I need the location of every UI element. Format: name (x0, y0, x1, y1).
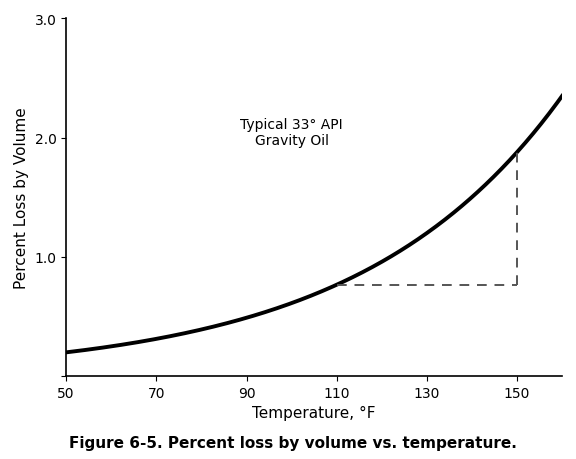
Text: Figure 6-5. Percent loss by volume vs. temperature.: Figure 6-5. Percent loss by volume vs. t… (69, 435, 517, 450)
X-axis label: Temperature, °F: Temperature, °F (252, 406, 376, 420)
Y-axis label: Percent Loss by Volume: Percent Loss by Volume (14, 107, 29, 289)
Text: Typical 33° API
Gravity Oil: Typical 33° API Gravity Oil (240, 118, 343, 147)
